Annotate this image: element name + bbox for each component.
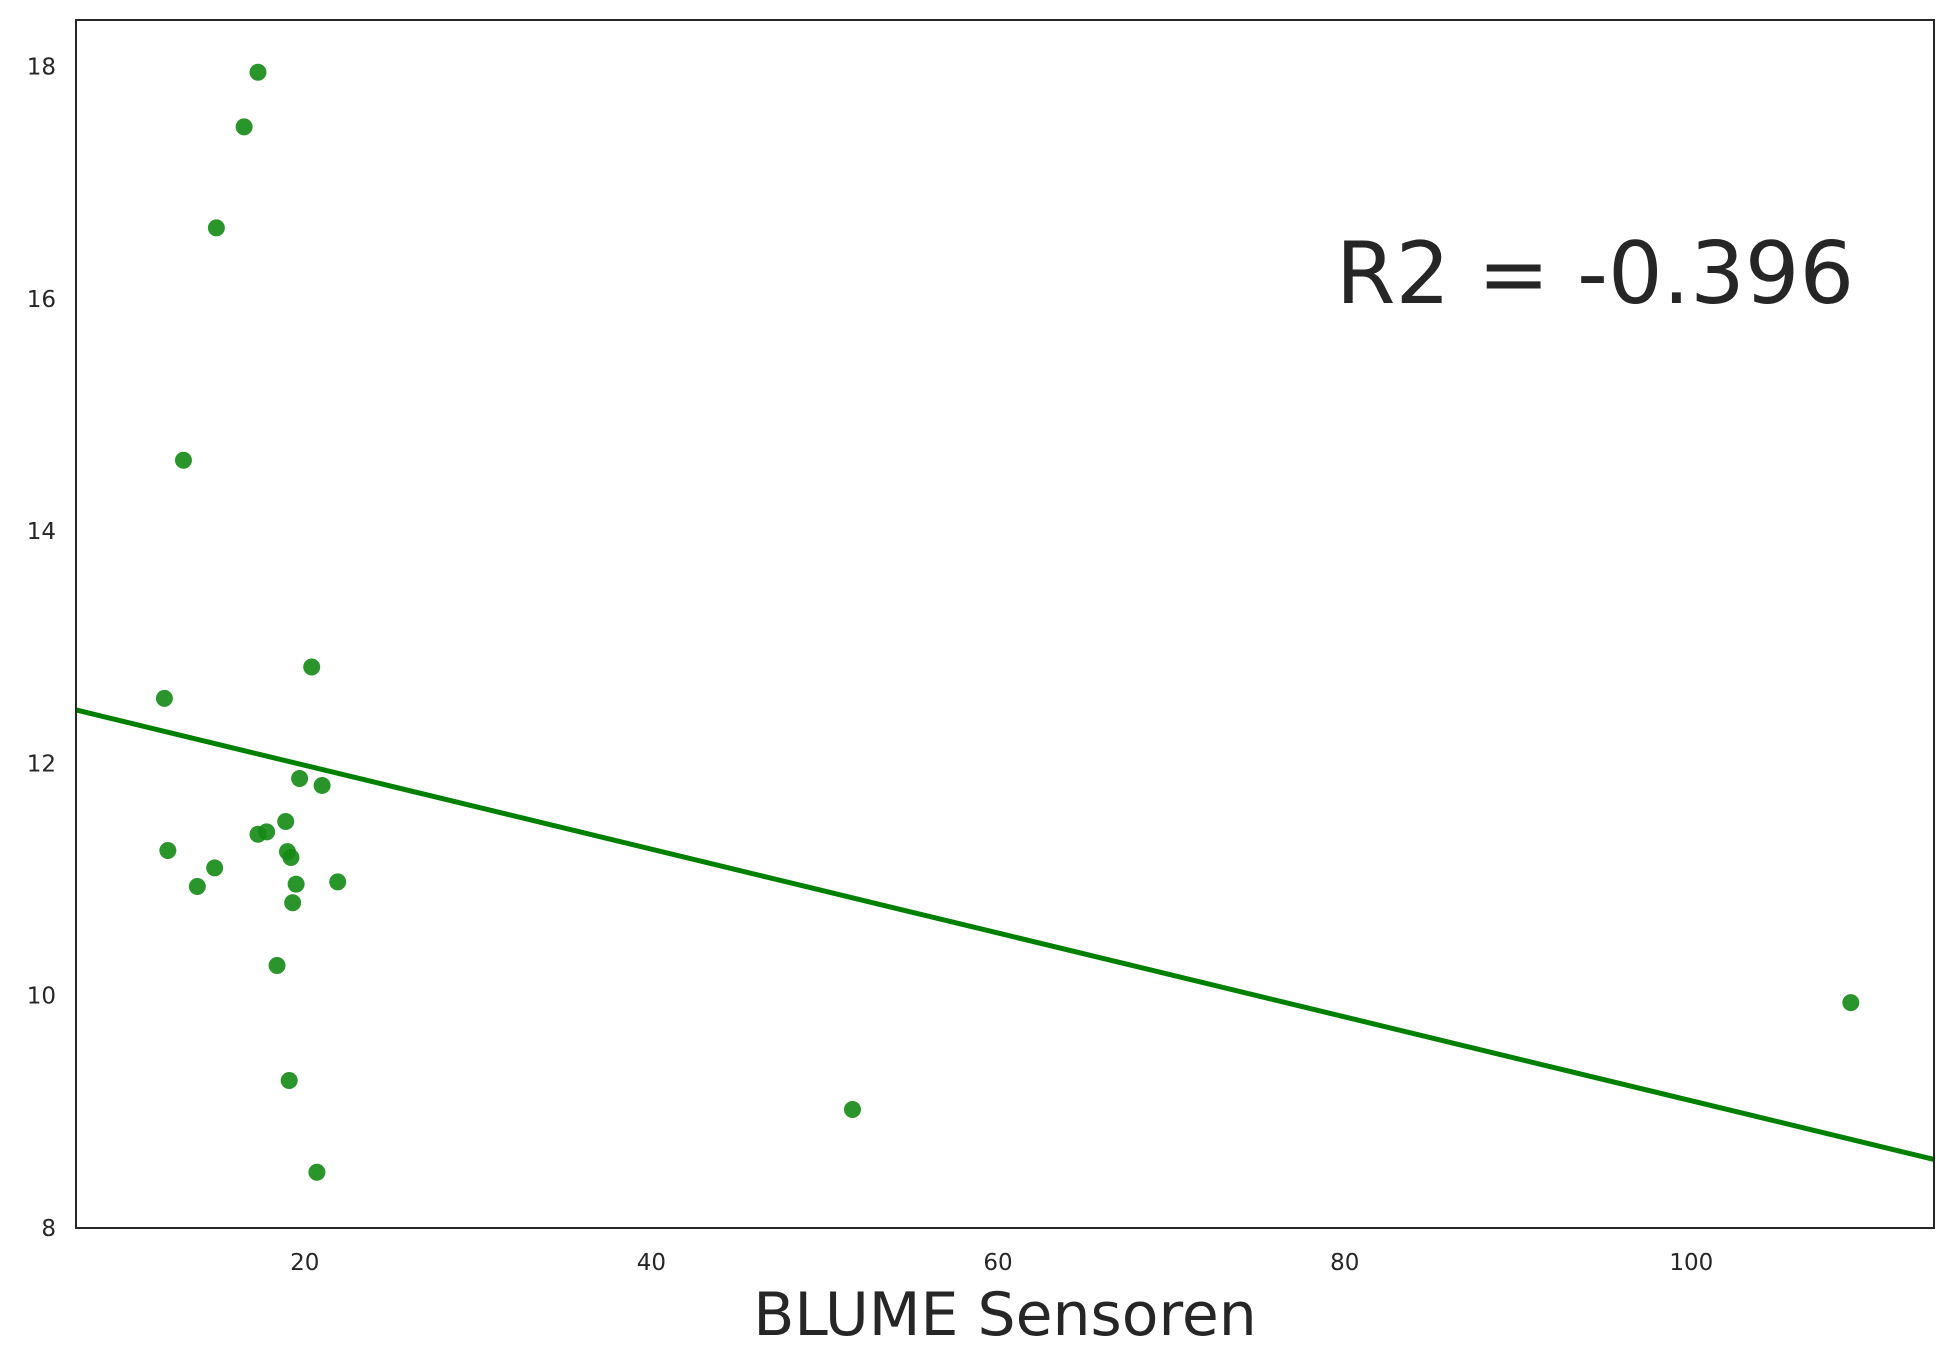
scatter-point — [207, 219, 225, 237]
scatter-point — [280, 1071, 298, 1089]
scatter-point — [249, 63, 267, 81]
x-tick-label: 40 — [637, 1250, 666, 1276]
y-tick-label: 12 — [27, 751, 56, 777]
scatter-point — [282, 848, 300, 866]
scatter-point — [277, 812, 295, 830]
y-tick-label: 18 — [27, 54, 56, 80]
r2-annotation: R2 = -0.396 — [1336, 224, 1854, 324]
plot-frame — [75, 19, 1935, 1229]
scatter-point — [843, 1101, 861, 1119]
x-tick-label: 80 — [1330, 1250, 1359, 1276]
scatter-point — [206, 859, 224, 877]
x-axis-label: BLUME Sensoren — [753, 1280, 1257, 1350]
scatter-point — [188, 878, 206, 896]
scatter-point — [291, 769, 309, 787]
scatter-point — [249, 825, 267, 843]
x-tick-label: 100 — [1669, 1250, 1713, 1276]
x-tick-label: 60 — [983, 1250, 1012, 1276]
scatter-point — [284, 894, 302, 912]
scatter-point — [268, 956, 286, 974]
scatter-point — [308, 1163, 326, 1181]
x-tick-label: 20 — [290, 1250, 319, 1276]
scatter-point — [1842, 994, 1860, 1012]
scatter-point — [174, 451, 192, 469]
scatter-point — [287, 875, 305, 893]
y-tick-label: 10 — [27, 984, 56, 1010]
plot-background — [76, 20, 1934, 1228]
scatter-point — [303, 658, 321, 676]
scatter-point — [235, 118, 253, 136]
y-tick-label: 14 — [27, 519, 56, 545]
regression-line — [75, 707, 1935, 1162]
scatter-point — [159, 842, 177, 859]
scatter-point — [329, 873, 347, 891]
scatter-point — [313, 776, 331, 794]
scatter-point — [155, 689, 173, 707]
y-tick-label: 16 — [27, 287, 56, 313]
y-tick-label: 8 — [41, 1216, 56, 1242]
